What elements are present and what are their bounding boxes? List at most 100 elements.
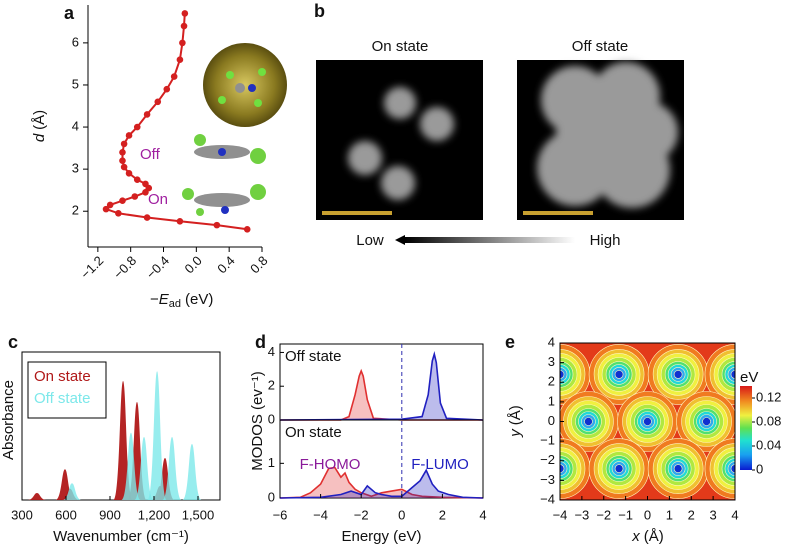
image-title: Off state: [572, 38, 628, 55]
contour-ring: [673, 464, 683, 473]
x-tick-label: 4: [731, 507, 738, 522]
x-axis-label-part: −: [150, 291, 159, 308]
annotation: F-HOMO: [300, 456, 361, 473]
x-tick-label: 900: [99, 507, 121, 522]
y-tick-label: 0: [268, 489, 275, 504]
x-tick-label: 4: [479, 507, 486, 522]
x-axis-label: Energy (eV): [341, 528, 421, 545]
contour-ring: [560, 464, 565, 473]
x-axis-label: x (Å): [631, 528, 664, 545]
minimum: [647, 438, 709, 499]
x-tick-label: 0.0: [182, 253, 205, 276]
point: [119, 157, 126, 165]
y-tick-label: 2: [548, 374, 555, 389]
x-axis-label-part: (Å): [644, 528, 664, 545]
y-axis-label: MODOS (ev⁻¹): [249, 371, 266, 471]
x-axis-label-part: ad: [169, 298, 181, 310]
point: [133, 176, 141, 183]
y-axis-label: d (Å): [31, 110, 48, 142]
colorbar-tick-label: 0.04: [756, 437, 781, 452]
x-axis-label: −Ead (eV): [150, 291, 213, 310]
x-tick-label: −1.2: [78, 253, 107, 282]
plot-frame: [279, 419, 484, 499]
image-title: On state: [372, 38, 429, 55]
y-axis-label: Absorbance: [0, 380, 17, 460]
x-axis-label-part: E: [159, 291, 170, 308]
point: [120, 163, 128, 171]
y-tick-label: 0: [548, 413, 555, 428]
point: [119, 149, 126, 156]
contour-ring: [614, 370, 624, 379]
y-tick-label: 4: [72, 118, 79, 133]
scale-low: Low: [356, 232, 384, 249]
panel-label: a: [64, 3, 75, 23]
x-tick-label: −0.8: [110, 253, 139, 282]
point: [143, 111, 151, 118]
point: [180, 22, 188, 30]
x-tick-label: 1,200: [138, 507, 171, 522]
point: [154, 98, 162, 106]
point: [125, 132, 133, 139]
y-axis-label-part: (Å): [31, 110, 48, 130]
x-tick-label: 1: [666, 507, 673, 522]
x-tick-label: 3: [710, 507, 717, 522]
contour-ring: [643, 417, 652, 426]
y-tick-label: 3: [548, 354, 555, 369]
legend-box: [27, 361, 107, 419]
x-tick-label: 0: [644, 507, 651, 522]
panel-label: b: [314, 1, 325, 21]
point: [142, 180, 149, 188]
peak: [162, 437, 182, 500]
minimum: [647, 344, 709, 405]
scale-high: High: [590, 232, 621, 249]
dos-area: [280, 368, 483, 421]
peak: [121, 432, 141, 500]
point: [120, 140, 128, 148]
dos-area: [279, 468, 484, 499]
colorbar-title: eV: [740, 369, 758, 386]
arrow-head: [395, 235, 405, 245]
y-tick-label: 4: [548, 334, 555, 349]
y-axis-label-part: (Å): [507, 405, 524, 425]
contour-ring: [673, 370, 683, 379]
annotation: On: [148, 191, 168, 208]
scale-bar: [322, 211, 392, 215]
contour-ring: [614, 464, 624, 473]
x-tick-label: −1: [618, 507, 633, 522]
minimum: [617, 391, 678, 452]
y-tick-label: 4: [268, 344, 275, 359]
x-tick-label: 600: [55, 507, 77, 522]
x-tick-label: −2: [596, 507, 611, 522]
x-tick-label: 0: [398, 507, 405, 522]
peak: [62, 483, 82, 500]
x-tick-label: 2: [439, 507, 446, 522]
y-axis-label-part: y: [507, 428, 524, 438]
y-tick-label: 5: [72, 76, 79, 91]
y-tick-label: −1: [540, 433, 555, 448]
peak: [27, 493, 47, 500]
x-axis-label-part: (eV): [185, 291, 213, 308]
point: [115, 210, 122, 217]
contour-ring: [730, 464, 735, 473]
minimum: [704, 344, 735, 405]
panel-label: c: [8, 332, 18, 352]
minimum: [560, 391, 619, 452]
y-tick-label: 0: [268, 411, 275, 426]
x-tick-label: −6: [273, 507, 288, 522]
colorbar-tick-label: 0.12: [756, 389, 781, 404]
panel-label: e: [505, 332, 515, 352]
molecule-illustrations: [182, 43, 287, 216]
minimum: [560, 438, 591, 499]
colorbar-tick-label: 0.08: [756, 413, 781, 428]
contour-ring: [730, 370, 735, 379]
point: [179, 39, 186, 47]
x-tick-label: −0.4: [143, 253, 172, 282]
y-tick-label: 2: [268, 378, 275, 393]
x-tick-label: 300: [11, 507, 33, 522]
scale-bar: [523, 211, 593, 215]
x-tick-label: 1,500: [182, 507, 215, 522]
minimum: [560, 344, 591, 405]
peak: [147, 371, 167, 500]
x-tick-label: 0.4: [214, 253, 237, 276]
